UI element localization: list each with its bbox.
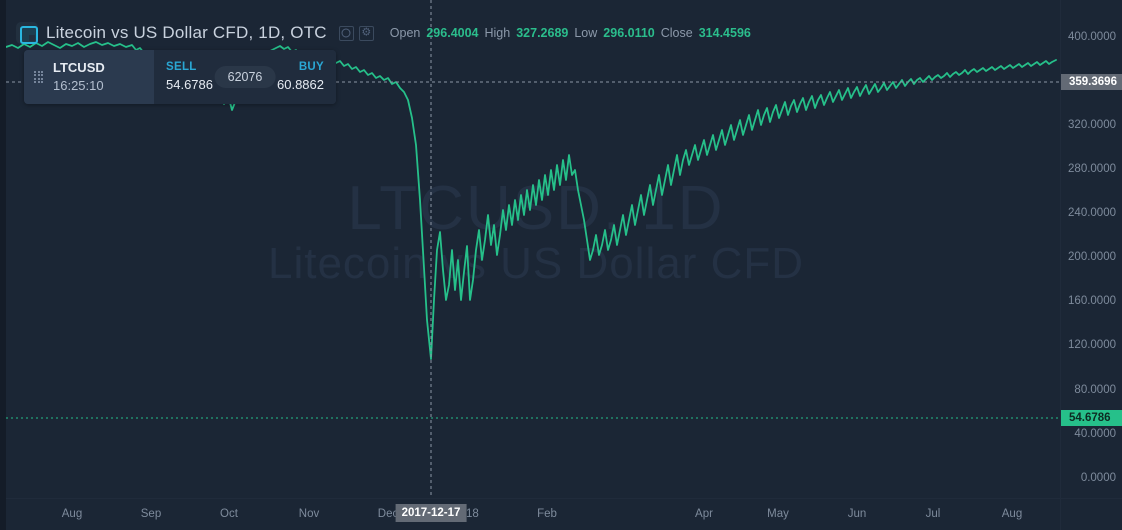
price-tick-7: 80.0000 (1074, 384, 1116, 396)
price-axis[interactable]: 400.0000 320.0000 280.0000 240.0000 200.0000… (1060, 0, 1122, 498)
sell-button[interactable]: SELL 54.6786 (166, 60, 213, 93)
sell-label: SELL (166, 61, 197, 74)
time-tick-6: Feb (537, 508, 557, 520)
price-tick-8: 40.0000 (1074, 428, 1116, 440)
symbol-name: LTCUSD (53, 60, 105, 76)
gear-icon[interactable] (358, 25, 374, 41)
trading-panel[interactable]: LTCUSD 16:25:10 SELL 54.6786 62076 BUY 6… (24, 50, 336, 104)
eye-icon[interactable] (338, 25, 354, 41)
high-value: 327.2689 (516, 26, 569, 40)
ohlc-values: Open 296.4004 High 327.2689 Low 296.0110… (390, 26, 751, 40)
sell-price: 54.6786 (166, 76, 213, 92)
time-tick-10: Jul (925, 508, 941, 520)
price-tick-5: 160.0000 (1068, 295, 1116, 307)
price-tick-9: 0.0000 (1080, 472, 1116, 484)
price-tick-2: 280.0000 (1068, 163, 1116, 175)
symbol-time: 16:25:10 (53, 78, 104, 93)
time-tick-2: Oct (220, 508, 238, 520)
trading-panel-quotes: SELL 54.6786 62076 BUY 60.8862 (154, 50, 336, 104)
price-tick-6: 120.0000 (1068, 339, 1116, 351)
chart-legend: Litecoin vs US Dollar CFD, 1D, OTC Open … (16, 22, 751, 44)
open-label: Open (389, 26, 421, 40)
symbol-block: LTCUSD 16:25:10 (53, 59, 105, 94)
axis-corner (1060, 498, 1122, 530)
close-value: 314.4596 (698, 26, 751, 40)
last-price-badge[interactable]: 54.6786 (1061, 410, 1122, 426)
time-tick-3: Nov (298, 508, 320, 520)
time-tick-0: Aug (61, 508, 83, 520)
crosshair-date-badge: 2017-12-17 (395, 504, 467, 522)
legend-icon-group (338, 25, 374, 41)
time-tick-11: Aug (1001, 508, 1023, 520)
price-tick-1: 320.0000 (1068, 119, 1116, 131)
buy-label: BUY (298, 61, 324, 74)
spread-badge: 62076 (214, 66, 276, 88)
time-tick-4: Dec (377, 508, 399, 520)
chart-logo-icon (16, 22, 38, 44)
time-tick-1: Sep (140, 508, 162, 520)
buy-price: 60.8862 (277, 76, 324, 92)
time-tick-8: May (767, 508, 789, 520)
trading-panel-symbol-section: LTCUSD 16:25:10 (24, 50, 154, 104)
crosshair-price-badge: 359.3696 (1061, 74, 1122, 90)
price-tick-0: 400.0000 (1068, 31, 1116, 43)
page-title: Litecoin vs US Dollar CFD, 1D, OTC (46, 23, 327, 42)
buy-button[interactable]: BUY 60.8862 (277, 60, 324, 93)
time-axis[interactable]: AugSepOctNovDec2018FebAprMayJunJulAug201… (6, 498, 1066, 530)
close-label: Close (660, 26, 693, 40)
time-tick-9: Jun (847, 508, 867, 520)
time-tick-7: Apr (695, 508, 713, 520)
low-label: Low (574, 26, 598, 40)
price-tick-3: 240.0000 (1068, 207, 1116, 219)
price-tick-4: 200.0000 (1068, 251, 1116, 263)
open-value: 296.4004 (426, 26, 479, 40)
drag-handle-icon[interactable] (34, 69, 43, 85)
low-value: 296.0110 (603, 26, 655, 40)
high-label: High (484, 26, 511, 40)
